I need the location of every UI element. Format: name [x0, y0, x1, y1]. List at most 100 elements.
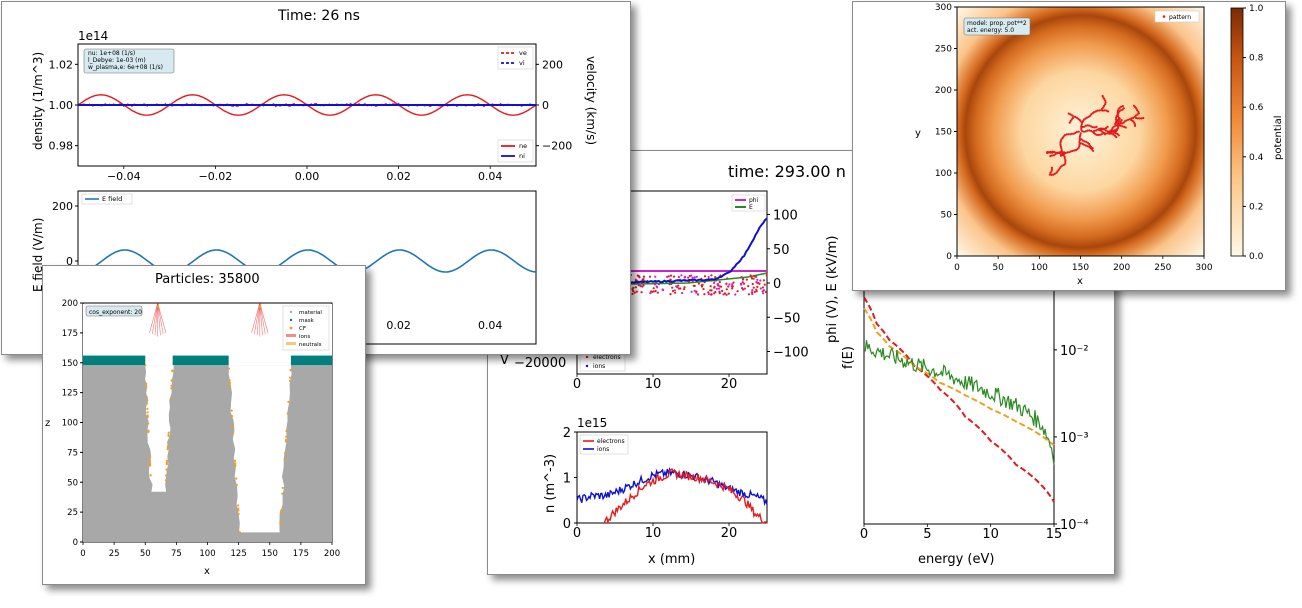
legend-swatch-cf — [289, 326, 293, 330]
pattern-point — [1095, 125, 1098, 128]
energy-x-tick-label: 15 — [1046, 527, 1063, 542]
cf-deposit — [285, 435, 288, 438]
pattern-point — [1052, 154, 1055, 157]
electron-point — [725, 293, 728, 296]
etch-window[interactable]: Particles: 35800 0 25 50 75 100 125 150 175 200 0… — [42, 265, 366, 585]
legend-label-material: material — [299, 310, 322, 316]
pattern-point — [1108, 132, 1111, 135]
electron-point — [713, 292, 716, 295]
colorbar-tick-label: 0.8 — [1249, 54, 1264, 64]
pattern-point — [1065, 133, 1068, 136]
etch-xlabel: x — [204, 566, 210, 577]
cf-deposit — [287, 400, 290, 403]
dla-x-tick-label: 300 — [1195, 263, 1212, 273]
cf-deposit — [167, 431, 170, 434]
electron-point — [635, 290, 638, 293]
electron-point — [731, 283, 734, 286]
etch-x-tick-label: 100 — [199, 549, 215, 559]
pattern-point — [1049, 155, 1052, 158]
cf-deposit — [237, 504, 240, 507]
source-point — [258, 305, 262, 309]
dla-x-tick-label: 150 — [1072, 263, 1089, 273]
energy-y2-tick-label: 10⁻³ — [1060, 431, 1089, 446]
electron-point — [756, 278, 759, 281]
etch-info: cos_exponent: 20 — [89, 309, 142, 316]
cf-deposit — [289, 369, 292, 372]
electron-point — [638, 275, 641, 279]
pattern-point — [1083, 125, 1086, 128]
pattern-point — [1103, 109, 1106, 112]
cf-deposit — [169, 398, 172, 401]
pattern-point — [1133, 123, 1136, 126]
colorbar-tick-label: 0.2 — [1249, 202, 1263, 212]
wave-exponent: 1e14 — [78, 29, 108, 43]
series-ions-density — [576, 466, 768, 507]
pattern-point — [1086, 145, 1089, 148]
dla-y-tick-label: 200 — [935, 86, 952, 96]
legend-label-electrons-density: electrons — [597, 438, 625, 445]
pattern-point — [1078, 143, 1081, 146]
electron-point — [740, 283, 743, 286]
pattern-point — [1064, 159, 1067, 162]
pattern-point — [1116, 115, 1120, 118]
legend-swatch-ions — [585, 364, 589, 368]
pattern-point — [1088, 129, 1091, 132]
pattern-point — [1121, 125, 1124, 128]
dens-x-tick-label: 20 — [721, 526, 738, 541]
wave-y2-tick-label: 200 — [542, 58, 563, 71]
legend-label-phi: phi — [749, 197, 759, 204]
dla-window[interactable]: 0 50 100 150 200 250 300 0 50 100 150 200 250 300 x y… — [852, 1, 1286, 291]
pattern-point — [1130, 117, 1133, 120]
etch-y-tick-label: 25 — [67, 508, 78, 518]
electron-point — [642, 284, 645, 287]
etch-x-tick-label: 75 — [171, 549, 182, 559]
etch-x-tick-label: 0 — [80, 549, 85, 559]
pattern-point — [1116, 113, 1119, 116]
electron-point — [666, 275, 669, 278]
electron-point — [763, 283, 766, 286]
dens-x-tick-label: 0 — [573, 526, 581, 541]
etch-y-tick-label: 0 — [73, 538, 78, 548]
cf-deposit — [237, 509, 240, 512]
pattern-point — [1078, 139, 1081, 142]
cf-deposit — [227, 367, 230, 370]
pattern-point — [1119, 122, 1122, 125]
colorbar-tick-label: 0.0 — [1249, 252, 1264, 262]
electron-point — [736, 290, 739, 293]
cf-deposit — [281, 486, 284, 489]
discharge-density-ylabel: n (m^-3) — [543, 454, 558, 513]
electron-point — [741, 278, 745, 281]
cf-deposit — [228, 379, 231, 382]
efield-x-tick-label: 0.02 — [386, 319, 411, 332]
pattern-point — [1046, 151, 1049, 155]
cf-deposit — [167, 434, 170, 437]
etch-ylabel: z — [45, 418, 50, 429]
cf-deposit — [170, 379, 173, 382]
electron-point — [681, 291, 684, 295]
energy-ylabel: f(E) — [841, 346, 856, 369]
legend-label-electrons: electrons — [593, 354, 621, 361]
source-point — [156, 305, 160, 309]
dens-y-tick-label: 1 — [563, 472, 571, 487]
wave-efield-legend — [81, 193, 133, 205]
pattern-point — [1102, 132, 1106, 135]
dla-x-tick-label: 50 — [992, 263, 1004, 273]
legend-label-vi: vi — [519, 59, 525, 67]
pattern-point — [1050, 173, 1053, 176]
pattern-point — [1055, 171, 1058, 174]
pattern-point — [1069, 150, 1072, 153]
electron-point — [640, 291, 643, 294]
pattern-point — [1056, 151, 1059, 154]
pattern-point — [1067, 133, 1070, 136]
energy-y2-tick-label: 10⁻² — [1060, 344, 1089, 359]
pattern-point — [1084, 117, 1087, 120]
electron-point — [747, 285, 750, 288]
dla-info-line-1: model: prop. pot**2 — [967, 20, 1027, 27]
electron-point — [632, 290, 635, 293]
cf-deposit — [164, 479, 167, 482]
cf-deposit — [283, 452, 287, 455]
cf-deposit — [165, 459, 169, 462]
dla-x-tick-label: 100 — [1031, 263, 1048, 273]
pattern-point — [1059, 141, 1062, 144]
etch-y-tick-label: 150 — [62, 359, 78, 369]
